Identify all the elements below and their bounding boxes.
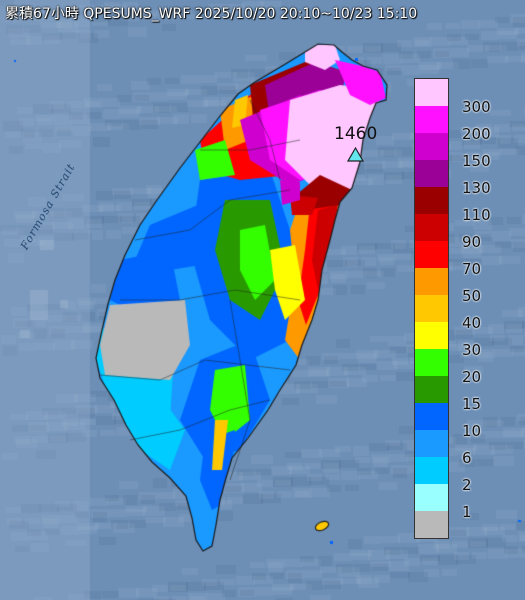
legend-label: 90 (462, 233, 482, 251)
legend-swatch (415, 133, 448, 160)
legend-swatch (415, 295, 448, 322)
legend-label: 40 (462, 314, 482, 332)
legend-label: 70 (462, 260, 482, 278)
legend-swatch (415, 241, 448, 268)
max-station-triangle-icon (347, 147, 364, 162)
legend-label: 200 (462, 125, 491, 143)
legend-swatch (415, 430, 448, 457)
legend-label: 300 (462, 98, 491, 116)
legend-label: 130 (462, 179, 491, 197)
legend-label: 30 (462, 341, 482, 359)
legend-label: 10 (462, 422, 482, 440)
legend-label: 110 (462, 206, 491, 224)
legend-swatch (415, 106, 448, 133)
legend-swatch (415, 457, 448, 484)
legend-label: 15 (462, 395, 482, 413)
legend-swatch (415, 322, 448, 349)
legend-swatch (415, 349, 448, 376)
legend-swatch (415, 214, 448, 241)
legend-swatch (415, 79, 448, 106)
legend-label: 6 (462, 449, 472, 467)
legend-label: 50 (462, 287, 482, 305)
legend-label: 20 (462, 368, 482, 386)
legend-swatch (415, 268, 448, 295)
legend-swatch (415, 511, 448, 538)
map-title: 累積67小時 QPESUMS_WRF 2025/10/20 20:10~10/2… (5, 6, 418, 22)
legend-swatch (415, 160, 448, 187)
legend-swatch (415, 187, 448, 214)
legend-label: 1 (462, 503, 472, 521)
legend-color-bar (414, 78, 449, 539)
max-rainfall-label: 1460 (334, 124, 378, 144)
legend-swatch (415, 376, 448, 403)
legend-label: 2 (462, 476, 472, 494)
legend-swatch (415, 484, 448, 511)
legend-swatch (415, 403, 448, 430)
legend-label: 150 (462, 152, 491, 170)
